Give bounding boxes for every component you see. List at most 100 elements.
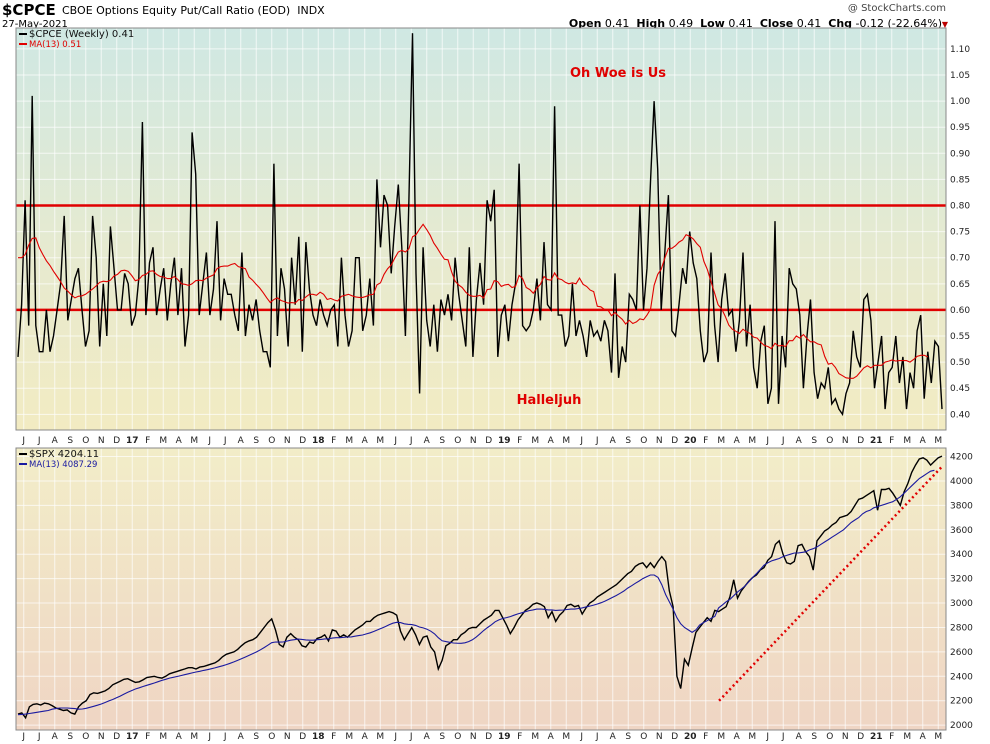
cpce-x-tick-label: M bbox=[159, 436, 167, 446]
cpce-x-tick-label: F bbox=[331, 436, 336, 446]
credit-text: @ StockCharts.com bbox=[847, 3, 946, 14]
cpce-x-tick-label: A bbox=[424, 436, 431, 446]
ohlc-readout: Open 0.41 High 0.49 Low 0.41 Close 0.41 … bbox=[569, 17, 942, 30]
cpce-y-tick-label: 0.55 bbox=[950, 332, 970, 342]
cpce-x-tick-label: O bbox=[826, 436, 833, 446]
spx-x-tick-label: N bbox=[842, 732, 849, 742]
cpce-x-tick-label: O bbox=[268, 436, 275, 446]
cpce-x-tick-label: S bbox=[67, 436, 73, 446]
cpce-x-tick-label: M bbox=[376, 436, 384, 446]
spx-x-tick-label: 17 bbox=[126, 732, 139, 742]
spx-x-tick-label: D bbox=[299, 732, 306, 742]
cpce-x-tick-label: J bbox=[765, 436, 769, 446]
cpce-x-tick-label: A bbox=[362, 436, 369, 446]
cpce-x-tick-label: A bbox=[548, 436, 555, 446]
cpce-frame bbox=[15, 27, 947, 431]
cpce-y-tick-label: 0.50 bbox=[950, 358, 970, 368]
spx-x-tick-label: J bbox=[207, 732, 211, 742]
symbol-title: $CPCE bbox=[2, 1, 56, 19]
cpce-plot-area bbox=[16, 28, 946, 430]
cpce-x-tick-label: 17 bbox=[126, 436, 139, 446]
spx-x-tick-label: O bbox=[82, 732, 89, 742]
spx-x-tick-label: A bbox=[176, 732, 183, 742]
spx-x-tick-label: N bbox=[470, 732, 477, 742]
spx-x-tick-label: S bbox=[439, 732, 445, 742]
chart-date: 27-May-2021 bbox=[2, 19, 68, 30]
spx-x-tick-label: J bbox=[393, 732, 397, 742]
cpce-y-tick-label: 0.70 bbox=[950, 254, 970, 264]
cpce-x-tick-label: M bbox=[748, 436, 756, 446]
cpce-x-tick-label: M bbox=[717, 436, 725, 446]
cpce-annotation: Halleljuh bbox=[517, 393, 582, 408]
spx-x-tick-label: J bbox=[579, 732, 583, 742]
spx-trendline bbox=[718, 465, 944, 702]
cpce-y-tick-label: 0.80 bbox=[950, 202, 970, 212]
cpce-y-tick-label: 0.95 bbox=[950, 123, 970, 133]
cpce-x-tick-label: D bbox=[485, 436, 492, 446]
spx-y-tick-label: 3600 bbox=[950, 526, 973, 536]
cpce-x-tick-label: O bbox=[454, 436, 461, 446]
cpce-x-tick-label: M bbox=[190, 436, 198, 446]
cpce-x-tick-label: J bbox=[393, 436, 397, 446]
cpce-x-tick-label: A bbox=[238, 436, 245, 446]
spx-x-tick-label: F bbox=[145, 732, 150, 742]
close-label: Close bbox=[759, 17, 794, 30]
cpce-x-tick-label: J bbox=[21, 436, 25, 446]
spx-x-tick-label: O bbox=[454, 732, 461, 742]
open-label: Open bbox=[568, 17, 602, 30]
cpce-x-tick-label: O bbox=[82, 436, 89, 446]
spx-x-tick-label: M bbox=[345, 732, 353, 742]
spx-x-tick-label: M bbox=[376, 732, 384, 742]
spx-x-tick-label: A bbox=[734, 732, 741, 742]
spx-x-tick-label: A bbox=[920, 732, 927, 742]
cpce-x-tick-label: J bbox=[223, 436, 227, 446]
spx-x-tick-label: A bbox=[548, 732, 555, 742]
cpce-series-ma-13- bbox=[18, 223, 929, 379]
cpce-x-tick-label: N bbox=[656, 436, 663, 446]
close-value: 0.41 bbox=[796, 17, 822, 30]
cpce-y-tick-label: 1.10 bbox=[950, 45, 970, 55]
spx-x-tick-label: F bbox=[889, 732, 894, 742]
spx-y-tick-label: 3200 bbox=[950, 575, 973, 585]
spx-y-tick-label: 2200 bbox=[950, 697, 973, 707]
open-value: 0.41 bbox=[604, 17, 630, 30]
spx-panel: J J A S O N D 17 F M A M J J A S O N D 18 F M A M J J A S O N D 19 F M A M J… bbox=[15, 447, 973, 742]
down-arrow-icon: ▼ bbox=[941, 20, 948, 29]
spx-x-tick-label: A bbox=[362, 732, 369, 742]
cpce-y-tick-label: 0.40 bbox=[950, 410, 970, 420]
cpce-x-tick-label: J bbox=[37, 436, 41, 446]
spx-y-tick-label: 4000 bbox=[950, 477, 973, 487]
spx-x-tick-label: 20 bbox=[684, 732, 697, 742]
spx-y-tick-label: 3000 bbox=[950, 599, 973, 609]
exchange-text: INDX bbox=[297, 4, 325, 17]
spx-frame bbox=[15, 447, 947, 731]
spx-x-tick-label: O bbox=[826, 732, 833, 742]
spx-x-tick-label: J bbox=[595, 732, 599, 742]
cpce-x-tick-label: F bbox=[889, 436, 894, 446]
cpce-legend-label: $CPCE (Weekly) 0.41 bbox=[29, 29, 134, 40]
spx-x-tick-label: M bbox=[717, 732, 725, 742]
cpce-x-tick-label: D bbox=[671, 436, 678, 446]
cpce-y-tick-label: 0.45 bbox=[950, 384, 970, 394]
spx-series-ma-13- bbox=[17, 469, 935, 716]
cpce-x-tick-label: A bbox=[796, 436, 803, 446]
spx-x-tick-label: N bbox=[98, 732, 105, 742]
cpce-x-tick-label: A bbox=[52, 436, 59, 446]
cpce-x-tick-label: D bbox=[113, 436, 120, 446]
cpce-x-tick-label: M bbox=[903, 436, 911, 446]
cpce-x-tick-label: A bbox=[176, 436, 183, 446]
spx-x-tick-label: M bbox=[190, 732, 198, 742]
cpce-x-tick-label: J bbox=[595, 436, 599, 446]
cpce-y-tick-label: 0.65 bbox=[950, 280, 970, 290]
cpce-x-tick-label: F bbox=[517, 436, 522, 446]
cpce-x-tick-label: F bbox=[145, 436, 150, 446]
low-value: 0.41 bbox=[728, 17, 753, 30]
spx-x-tick-label: S bbox=[67, 732, 73, 742]
spx-x-tick-label: A bbox=[424, 732, 431, 742]
spx-x-tick-label: S bbox=[253, 732, 259, 742]
spx-x-tick-label: D bbox=[485, 732, 492, 742]
cpce-y-tick-label: 0.75 bbox=[950, 228, 970, 238]
spx-x-tick-label: A bbox=[238, 732, 245, 742]
cpce-x-tick-label: O bbox=[640, 436, 647, 446]
